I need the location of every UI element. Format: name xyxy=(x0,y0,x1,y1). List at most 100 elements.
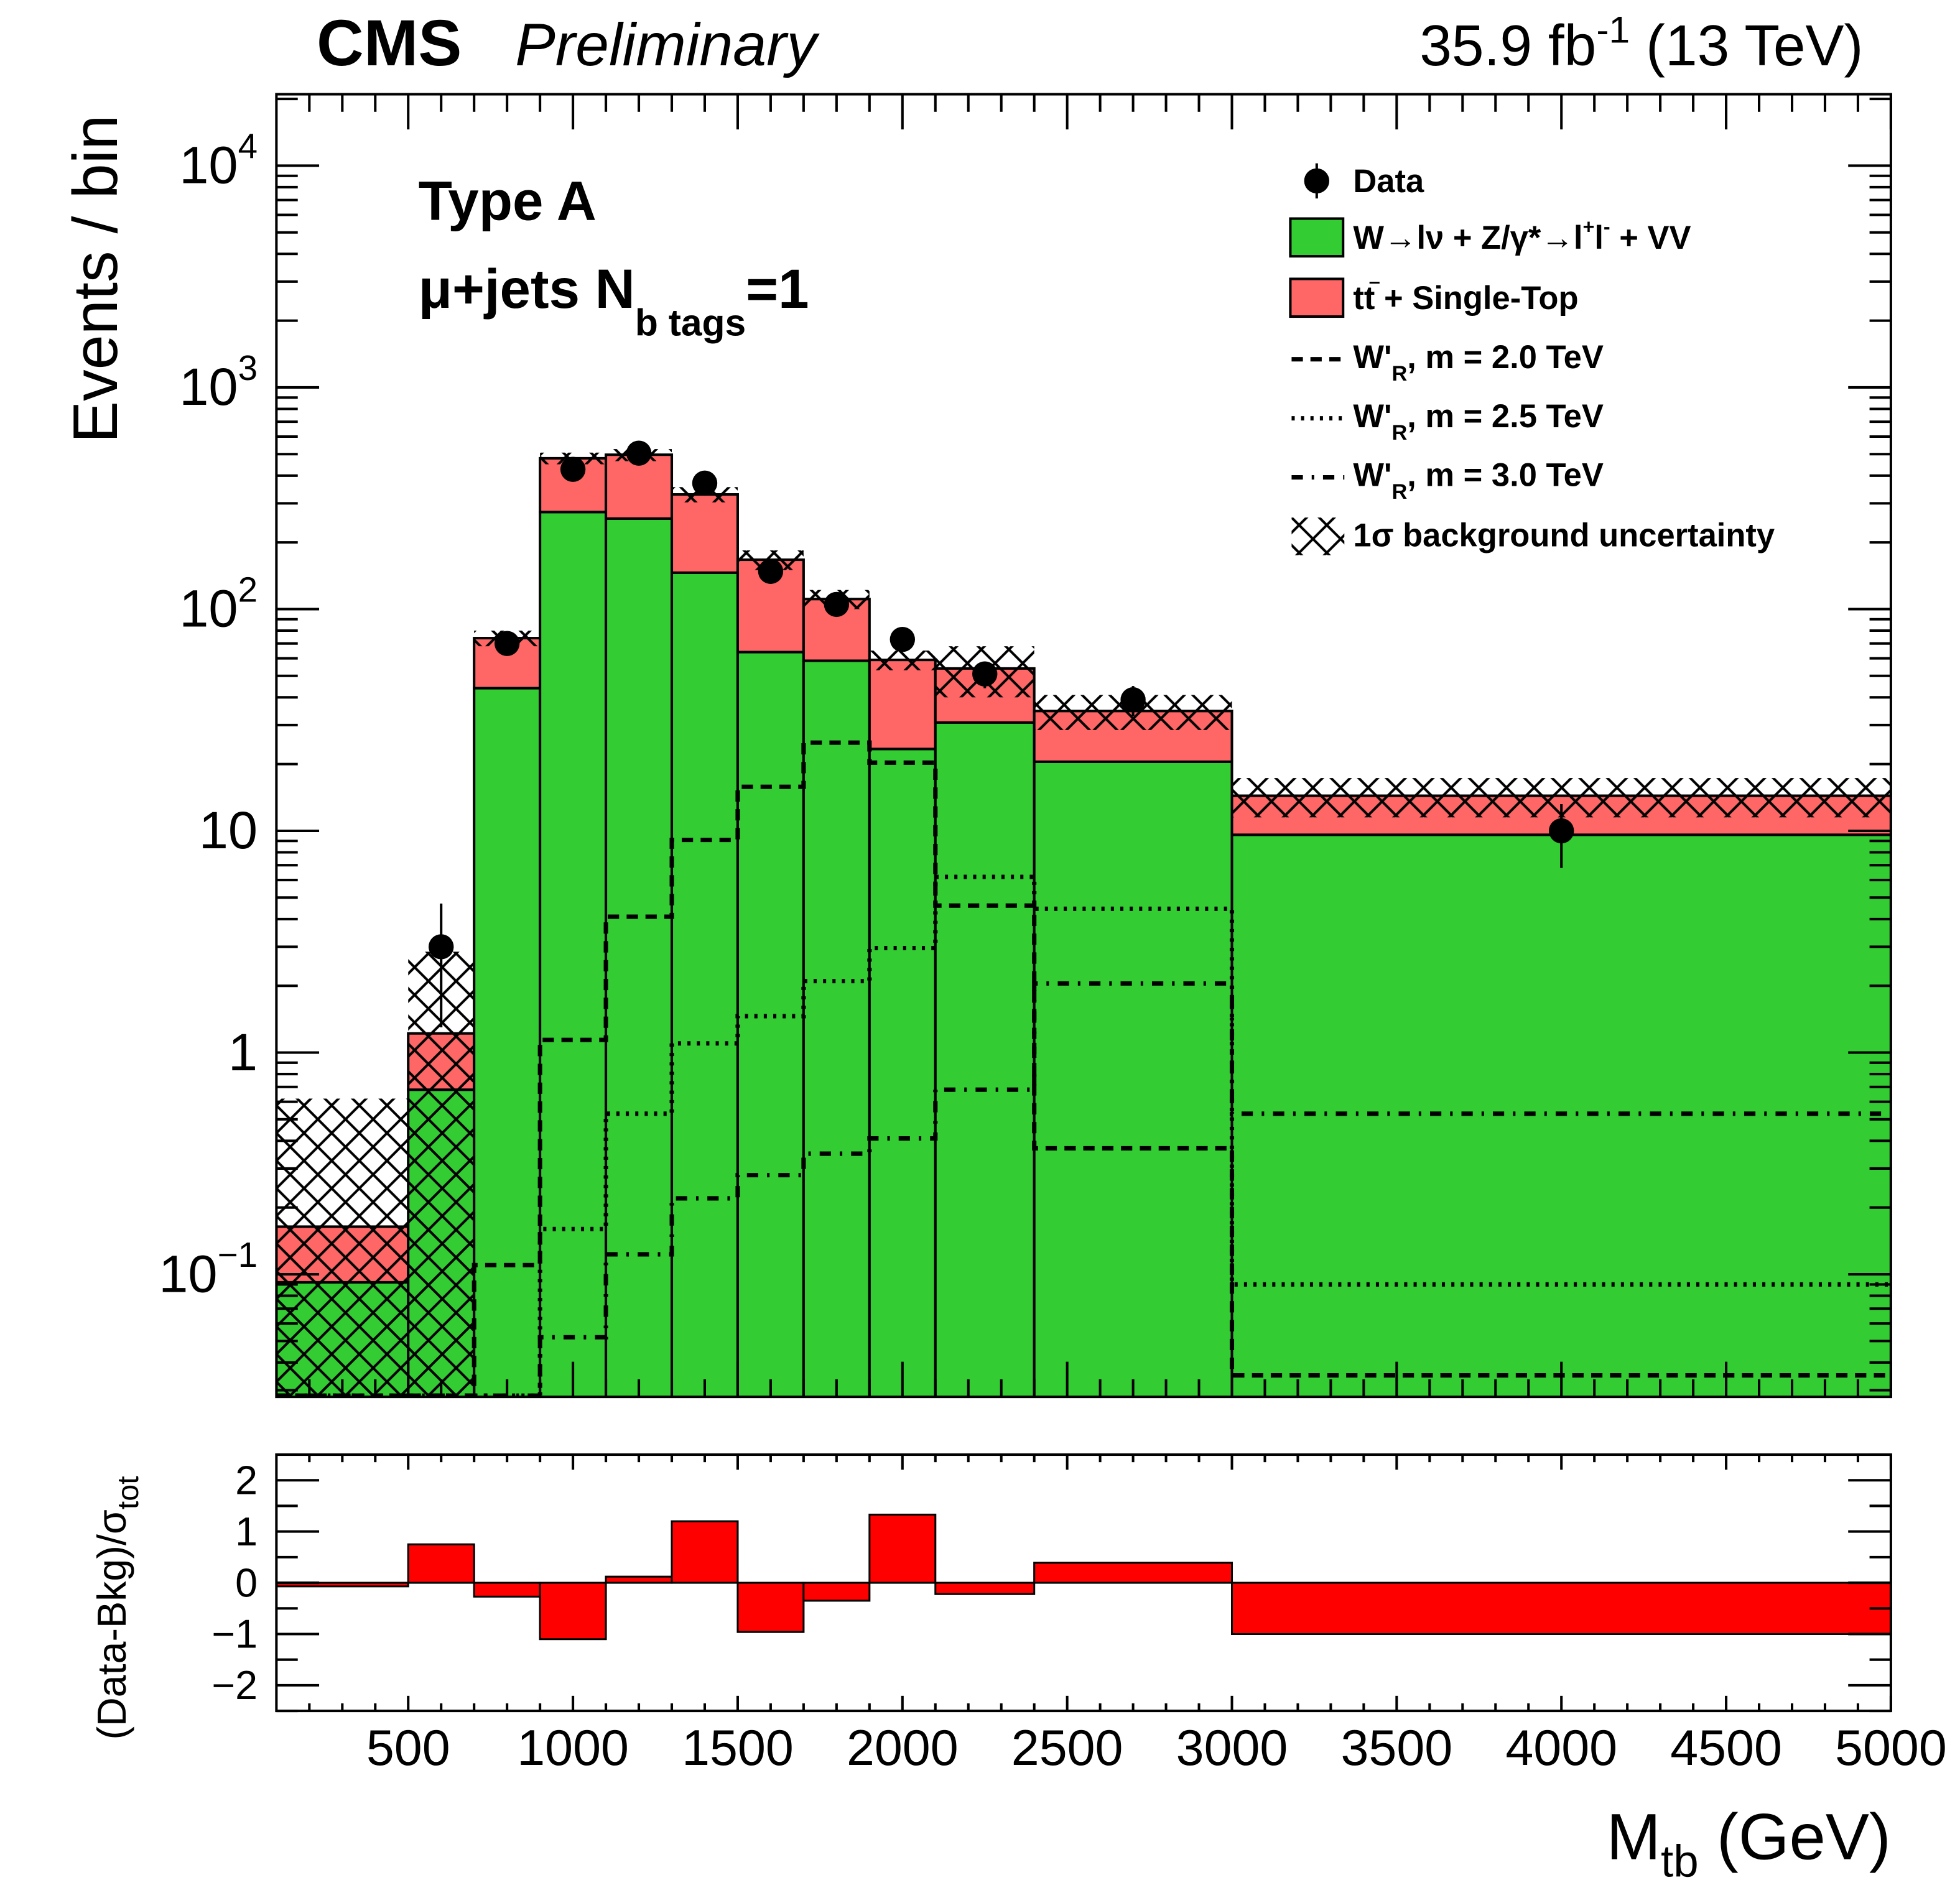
channel-label: μ+jets Nb tags=1 xyxy=(419,258,809,343)
legend-entry-wr20: W'R, m = 2.0 TeV xyxy=(1291,339,1604,386)
x-label-main: M xyxy=(1607,1800,1661,1873)
x-tick-label: 3000 xyxy=(1176,1720,1288,1776)
y-tick-label: 104 xyxy=(179,126,258,194)
ewk-bar xyxy=(539,511,608,1397)
x-tick-label: 500 xyxy=(366,1720,450,1776)
legend: Data W→lν + Z/γ*→l+l- + VV tt + Single-T… xyxy=(1289,163,1775,555)
lumi-label: 35.9 fb-1 (13 TeV) xyxy=(1419,9,1863,78)
ewk-bar xyxy=(473,687,542,1397)
data-point xyxy=(692,470,718,496)
ratio-y-axis-label: (Data-Bkg)/σtot xyxy=(89,1476,145,1740)
legend-wr25-tail: , m = 2.5 TeV xyxy=(1407,398,1604,435)
energy-label: (13 TeV) xyxy=(1646,13,1863,78)
x-tick-label: 4500 xyxy=(1670,1720,1782,1776)
main-plot-frame xyxy=(275,93,1892,1399)
ratio-y-label-main: (Data-Bkg)/σ xyxy=(89,1509,134,1739)
data-point xyxy=(626,440,652,466)
x-label-sub: tb xyxy=(1661,1836,1699,1880)
data-point xyxy=(429,934,454,960)
top-bar xyxy=(670,493,739,574)
legend-wr20-tail: , m = 2.0 TeV xyxy=(1407,339,1604,376)
x-axis-label: Mtb (GeV) xyxy=(1607,1800,1891,1880)
x-tick-label: 2500 xyxy=(1011,1720,1123,1776)
legend-label-ewk: W→lν + Z/γ*→l+l- + VV xyxy=(1353,216,1691,256)
ratio-bar xyxy=(1033,1562,1233,1584)
data-point xyxy=(1120,687,1146,713)
ratio-bar xyxy=(1230,1581,1891,1635)
ratio-bar xyxy=(539,1581,607,1641)
x-tick-label: 3500 xyxy=(1340,1720,1452,1776)
ratio-bar xyxy=(407,1543,475,1584)
legend-ewk-sup2: - xyxy=(1604,216,1610,238)
legend-label-top: tt + Single-Top xyxy=(1353,280,1578,317)
ratio-y-tick-label: 2 xyxy=(235,1457,258,1503)
legend-data-marker xyxy=(1304,168,1330,194)
legend-wr20-text: W' xyxy=(1353,339,1391,376)
ewk-bar xyxy=(1230,833,1891,1397)
top-bar xyxy=(473,637,542,690)
y-tick-label: 102 xyxy=(179,570,258,637)
legend-ewk-mid: l xyxy=(1594,220,1604,256)
x-tick-label: 4000 xyxy=(1505,1720,1617,1776)
legend-ewk-tail: + VV xyxy=(1610,220,1691,256)
ewk-bar xyxy=(670,571,739,1397)
legend-entry-unc: 1σ background uncertainty xyxy=(1291,517,1775,555)
legend-wr30-tail: , m = 3.0 TeV xyxy=(1407,457,1604,494)
y-axis-label: Events / bin xyxy=(61,115,131,443)
ratio-bar xyxy=(605,1575,673,1584)
legend-label-data: Data xyxy=(1353,163,1424,200)
legend-wr25-text: W' xyxy=(1353,398,1391,435)
channel-suffix: =1 xyxy=(746,258,809,320)
x-tick-label: 2000 xyxy=(847,1720,959,1776)
ratio-y-tick-label: 0 xyxy=(235,1560,258,1605)
legend-entry-data: Data xyxy=(1304,163,1424,200)
legend-label-wr20: W'R, m = 2.0 TeV xyxy=(1353,339,1603,386)
data-point xyxy=(972,661,998,687)
ewk-bar xyxy=(736,651,805,1397)
legend-entry-ewk: W→lν + Z/γ*→l+l- + VV xyxy=(1289,216,1691,258)
ewk-bar xyxy=(934,721,1036,1397)
x-tick-label: 1500 xyxy=(682,1720,794,1776)
lumi-exp: -1 xyxy=(1596,9,1630,51)
legend-swatch-hatch xyxy=(1291,517,1345,555)
legend-label-wr25: W'R, m = 2.5 TeV xyxy=(1353,398,1603,445)
legend-entry-wr30: W'R, m = 3.0 TeV xyxy=(1291,457,1604,504)
data-point xyxy=(1549,818,1574,844)
legend-ewk-text: W→lν + Z/γ*→l xyxy=(1353,220,1582,256)
ratio-bar xyxy=(671,1520,739,1584)
ratio-bar xyxy=(934,1581,1036,1595)
uncertainty-band xyxy=(869,651,936,670)
signal-line-dotted xyxy=(276,874,1891,1397)
legend-swatch-top xyxy=(1289,277,1345,318)
data-point xyxy=(494,631,520,656)
data-point xyxy=(824,591,850,618)
legend-swatch-ewk xyxy=(1289,217,1345,258)
top-bar xyxy=(605,453,674,520)
data-point xyxy=(889,626,916,652)
legend-entry-wr25: W'R, m = 2.5 TeV xyxy=(1291,398,1604,445)
ratio-y-label-sub: tot xyxy=(111,1476,145,1509)
y-tick-label: 10 xyxy=(199,800,258,859)
category-label: Type A xyxy=(419,170,597,232)
ratio-bar xyxy=(736,1581,805,1633)
legend-wr20-sub: R xyxy=(1391,362,1407,386)
ratio-bar xyxy=(473,1581,541,1598)
cms-label: CMS xyxy=(317,7,462,80)
legend-wr30-text: W' xyxy=(1353,457,1391,494)
x-tick-label: 1000 xyxy=(517,1720,629,1776)
legend-label-wr30: W'R, m = 3.0 TeV xyxy=(1353,457,1603,504)
ratio-y-tick-label: −2 xyxy=(211,1662,258,1708)
y-tick-label: 103 xyxy=(179,348,258,416)
ewk-bar xyxy=(802,659,871,1397)
x-tick-label: 5000 xyxy=(1835,1720,1947,1776)
legend-wr25-sub: R xyxy=(1391,421,1407,445)
uncertainty-band xyxy=(276,1098,409,1397)
y-tick-label: 1 xyxy=(228,1022,258,1081)
ratio-y-tick-label: −1 xyxy=(211,1611,258,1657)
data-point xyxy=(560,456,586,482)
ratio-bar xyxy=(276,1581,409,1588)
legend-label-unc: 1σ background uncertainty xyxy=(1353,517,1775,554)
preliminary-label: Preliminary xyxy=(515,11,820,78)
lumi-value: 35.9 fb xyxy=(1419,13,1596,78)
legend-wr30-sub: R xyxy=(1391,480,1407,504)
